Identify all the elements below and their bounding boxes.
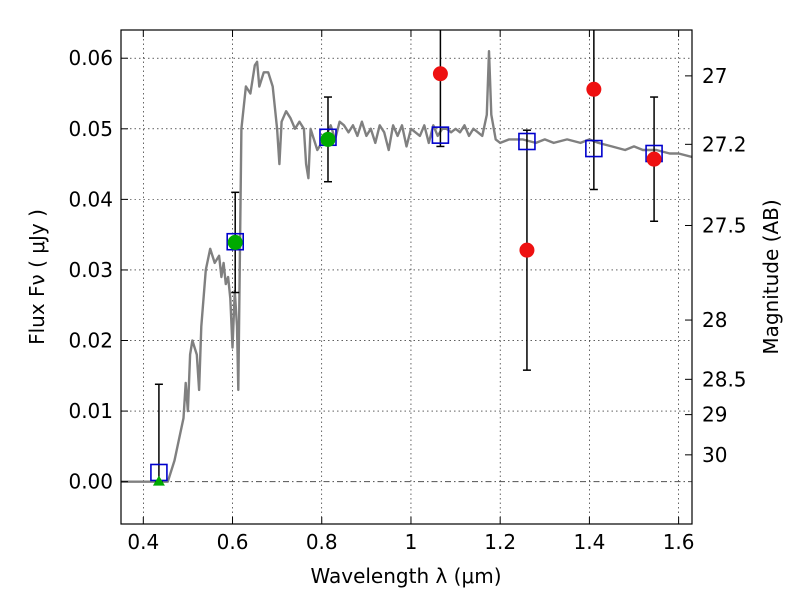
x-tick-label: 1.4 xyxy=(573,530,605,554)
x-tick-label: 0.8 xyxy=(306,530,338,554)
y-tick-label: 0.00 xyxy=(68,470,113,494)
y-tick-label: 0.02 xyxy=(68,329,113,353)
y2-tick-label: 27.2 xyxy=(702,132,747,156)
y2-tick-label: 29 xyxy=(702,403,727,427)
marker-layer xyxy=(150,66,663,486)
grid xyxy=(121,30,692,524)
y-tick-label: 0.01 xyxy=(68,399,113,423)
x-tick-label: 1.6 xyxy=(663,530,695,554)
y2-tick-label: 30 xyxy=(702,443,727,467)
detection-point xyxy=(227,234,243,250)
x-axis-label: Wavelength λ (μm) xyxy=(310,564,501,588)
y2-tick-label: 28 xyxy=(702,308,727,332)
model-photometry-square xyxy=(431,126,450,144)
y2-tick-label: 28.5 xyxy=(702,367,747,391)
y-tick-label: 0.06 xyxy=(68,46,113,70)
x-tick-label: 0.6 xyxy=(217,530,249,554)
low-significance-point xyxy=(432,66,448,82)
model-photometry-square xyxy=(585,139,603,158)
y2-tick-label: 27.5 xyxy=(702,213,747,237)
y-tick-label: 0.03 xyxy=(68,258,113,282)
spectrum-layer xyxy=(121,50,692,483)
x-tick-label: 1 xyxy=(405,530,418,554)
low-significance-point xyxy=(519,242,535,258)
upper-limit-triangle xyxy=(152,475,165,486)
plot-frame xyxy=(120,29,693,525)
y-axis-ticks: 0.00 0.01 0.02 0.03 0.04 0.05 0.06 xyxy=(68,46,128,494)
y-tick-label: 0.05 xyxy=(68,117,113,141)
low-significance-point xyxy=(586,81,602,97)
detection-point xyxy=(320,131,336,147)
y-tick-label: 0.04 xyxy=(68,187,113,211)
model-spectrum-line xyxy=(121,50,692,483)
y2-axis-label: Magnitude (AB) xyxy=(759,199,783,354)
x-tick-label: 0.4 xyxy=(127,530,159,554)
x-axis-ticks: 0.4 0.6 0.8 1 1.2 1.4 1.6 xyxy=(127,30,695,554)
y2-tick-label: 27 xyxy=(702,64,727,88)
y-axis-label: Flux Fν ( μJy ) xyxy=(25,209,49,345)
model-photometry-square xyxy=(518,132,536,151)
x-tick-label: 1.2 xyxy=(484,530,516,554)
low-significance-point xyxy=(646,151,662,167)
y2-axis-ticks: 27 27.2 27.5 28 28.5 29 30 xyxy=(685,64,747,467)
